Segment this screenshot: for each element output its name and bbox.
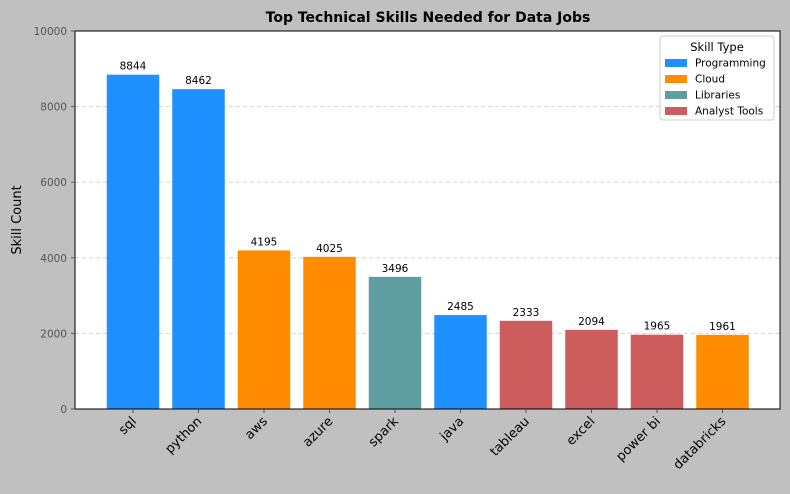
legend-swatch bbox=[665, 91, 687, 99]
data-label: 2333 bbox=[513, 307, 540, 319]
data-label: 3496 bbox=[382, 263, 409, 275]
y-tick-label: 8000 bbox=[40, 102, 67, 114]
data-label: 4025 bbox=[316, 243, 343, 255]
x-axis-ticks: sql python aws azure spark java tableau excel po… bbox=[116, 409, 729, 473]
bar-spark bbox=[368, 276, 422, 409]
x-tick-label: power bi bbox=[613, 414, 663, 464]
bar-tableau bbox=[499, 320, 553, 409]
y-tick-label: 6000 bbox=[40, 177, 67, 189]
y-tick-label: 10000 bbox=[34, 26, 67, 38]
x-tick-label: databricks bbox=[671, 414, 730, 473]
y-tick-label: 4000 bbox=[40, 253, 67, 265]
bar-power-bi bbox=[630, 334, 684, 409]
bar-python bbox=[172, 89, 225, 409]
gridlines bbox=[75, 106, 780, 334]
y-axis-label: Skill Count bbox=[10, 185, 25, 254]
legend-entry-label: Cloud bbox=[695, 74, 725, 86]
x-tick-label: java bbox=[437, 414, 468, 445]
legend-swatch bbox=[665, 75, 687, 83]
bar-java bbox=[434, 315, 487, 409]
legend-entries: Programming Cloud Libraries Analyst Tools bbox=[665, 58, 766, 118]
legend: Skill Type Programming Cloud Libraries Anal… bbox=[659, 35, 775, 121]
y-tick-label: 2000 bbox=[40, 328, 67, 340]
legend-title: Skill Type bbox=[690, 40, 744, 54]
legend-entry-label: Libraries bbox=[695, 90, 740, 102]
legend-swatch bbox=[665, 107, 687, 115]
x-tick-label: sql bbox=[116, 414, 140, 438]
data-label: 1961 bbox=[709, 321, 736, 333]
x-tick-label: aws bbox=[242, 414, 271, 443]
plot-frame bbox=[74, 30, 781, 410]
data-label: 1965 bbox=[644, 321, 671, 333]
data-label: 2094 bbox=[578, 316, 605, 328]
chart-title: Top Technical Skills Needed for Data Job… bbox=[266, 10, 591, 26]
x-tick-label: azure bbox=[300, 414, 336, 450]
data-labels: 8844 8462 4195 4025 3496 2485 2333 2094 1965 1961 bbox=[120, 61, 736, 333]
bar-azure bbox=[303, 256, 356, 409]
y-axis-ticks: 0 2000 4000 6000 8000 10000 bbox=[34, 26, 75, 416]
y-tick-label: 0 bbox=[60, 404, 67, 416]
bar-sql bbox=[106, 74, 160, 409]
x-tick-label: tableau bbox=[487, 414, 532, 459]
legend-entry-label: Programming bbox=[695, 58, 766, 70]
bars bbox=[106, 74, 749, 409]
x-tick-label: python bbox=[163, 414, 206, 457]
data-label: 2485 bbox=[447, 301, 474, 313]
data-label: 4195 bbox=[251, 236, 278, 248]
bar-aws bbox=[237, 250, 291, 409]
legend-box bbox=[659, 35, 775, 121]
x-tick-label: spark bbox=[366, 414, 402, 450]
data-label: 8844 bbox=[120, 61, 147, 73]
legend-entry-label: Analyst Tools bbox=[695, 106, 763, 118]
bar-excel bbox=[565, 329, 618, 409]
data-label: 8462 bbox=[185, 75, 212, 87]
bar-databricks bbox=[696, 334, 749, 409]
legend-swatch bbox=[665, 59, 687, 67]
x-tick-label: excel bbox=[564, 414, 599, 449]
